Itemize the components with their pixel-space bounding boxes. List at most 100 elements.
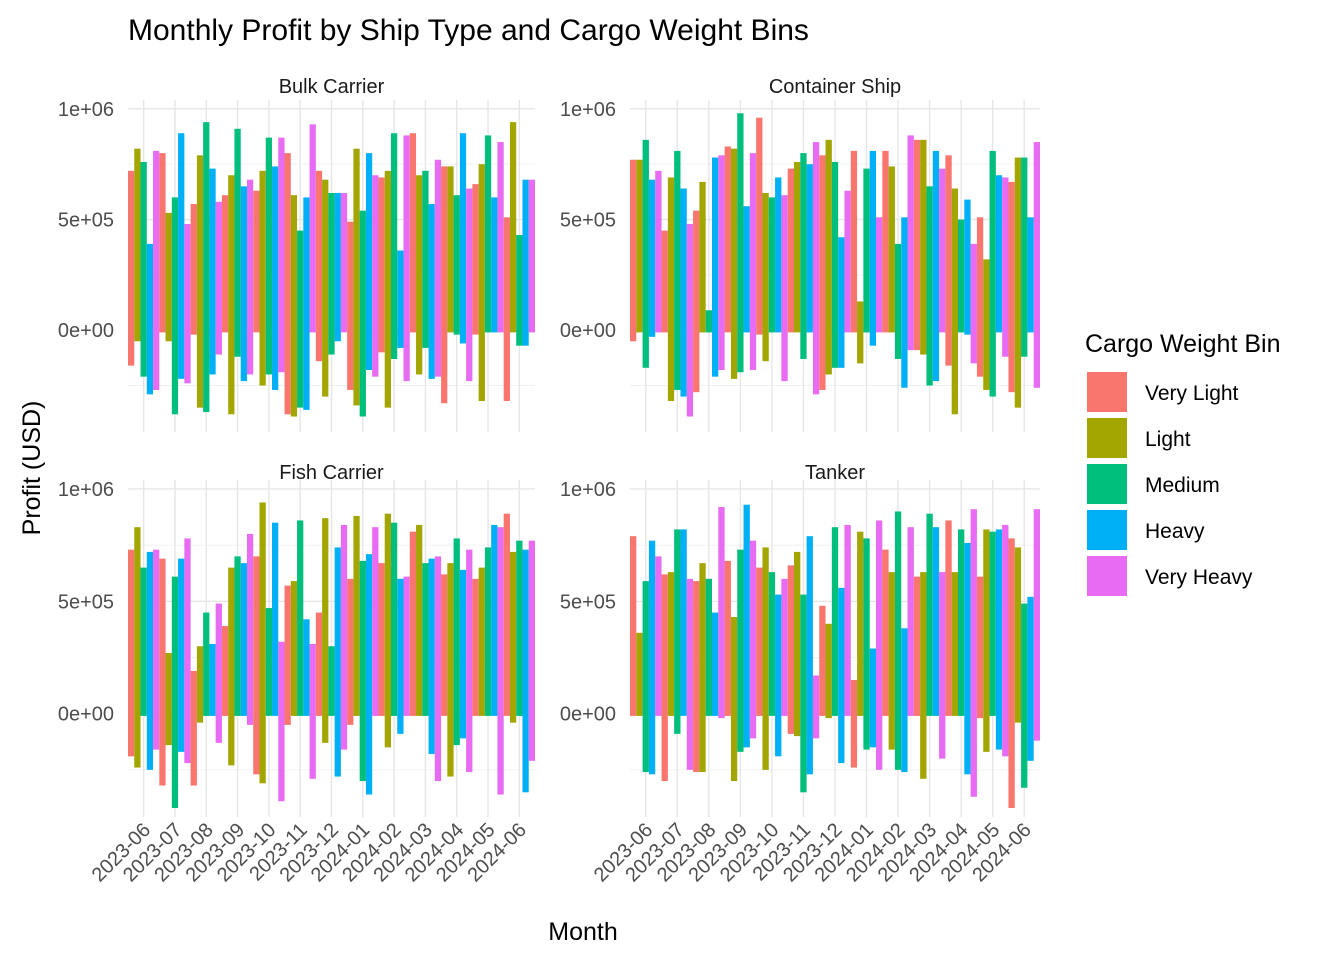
bar-heavy-2023-11 (806, 536, 813, 775)
bar-light-2023-09 (228, 567, 235, 766)
bar-very-light-2024-06 (1008, 538, 1015, 809)
bar-very-light-2024-05 (976, 217, 984, 377)
bar-very-light-2023-06 (128, 549, 135, 757)
bar-very-light-2023-10 (756, 117, 763, 335)
bar-very-light-2024-04 (945, 155, 952, 366)
bar-medium-2024-05 (484, 135, 492, 333)
bar-light-2024-02 (888, 166, 895, 333)
legend-key-light (1087, 418, 1127, 458)
bar-medium-2023-06 (642, 581, 649, 773)
bar-medium-2024-01 (863, 168, 870, 333)
bar-very-heavy-2023-10 (781, 195, 788, 382)
y-tick-label: 0e+00 (58, 320, 114, 342)
bar-medium-2023-10 (265, 608, 273, 716)
bar-light-2023-06 (134, 527, 141, 768)
bar-very-light-2024-01 (850, 679, 858, 768)
bar-heavy-2024-06 (1027, 596, 1034, 761)
bar-medium-2024-03 (926, 513, 933, 716)
bar-very-heavy-2023-09 (246, 533, 254, 725)
bar-light-2023-08 (699, 181, 706, 333)
bar-medium-2023-09 (234, 128, 241, 357)
bar-heavy-2023-06 (648, 540, 656, 775)
bar-very-heavy-2023-07 (686, 578, 694, 770)
y-tick-label: 1e+06 (560, 479, 616, 501)
bar-medium-2024-05 (989, 531, 996, 716)
bar-heavy-2024-05 (491, 197, 498, 333)
bar-heavy-2023-08 (209, 644, 216, 716)
bar-very-heavy-2024-02 (907, 527, 914, 716)
bar-heavy-2024-06 (522, 549, 529, 793)
bar-very-heavy-2024-06 (528, 179, 535, 333)
bar-very-light-2024-04 (945, 520, 952, 716)
bar-medium-2024-04 (958, 219, 965, 333)
y-tick-label: 1e+06 (58, 479, 114, 501)
bar-heavy-2023-07 (178, 133, 185, 379)
bar-light-2023-11 (290, 195, 298, 417)
bar-very-heavy-2024-05 (497, 527, 504, 795)
bar-heavy-2023-11 (303, 619, 310, 716)
bar-light-2024-06 (1014, 157, 1022, 408)
facet-panels: 0e+00 5e+05 1e+06 Bulk Carrier 0e+00 5e+05 1e+… (58, 76, 1040, 886)
bar-very-light-2023-12 (315, 170, 323, 362)
bar-medium-2023-08 (705, 310, 712, 333)
bar-very-light-2023-08 (190, 204, 197, 335)
bar-medium-2023-06 (140, 161, 147, 377)
bar-medium-2023-07 (171, 197, 179, 415)
bar-very-light-2023-12 (315, 612, 323, 716)
bar-heavy-2023-10 (775, 177, 782, 333)
bar-light-2024-04 (951, 572, 958, 716)
bar-heavy-2023-12 (334, 192, 341, 342)
bar-heavy-2024-01 (365, 554, 373, 795)
bar-very-heavy-2023-11 (309, 124, 316, 333)
x-axis-label: Month (548, 918, 617, 946)
bar-heavy-2024-04 (459, 569, 467, 739)
bar-medium-2023-12 (328, 646, 335, 716)
bar-very-heavy-2023-11 (812, 142, 820, 395)
bar-light-2023-10 (762, 192, 769, 362)
bar-very-heavy-2024-01 (876, 217, 883, 333)
bar-very-light-2023-09 (221, 626, 229, 716)
bar-very-light-2023-07 (661, 230, 668, 333)
bar-very-light-2024-02 (882, 150, 889, 333)
bar-heavy-2024-05 (995, 175, 1003, 333)
bar-very-light-2024-02 (882, 549, 889, 716)
bar-very-heavy-2024-01 (876, 520, 883, 770)
bar-very-heavy-2023-10 (278, 137, 285, 373)
legend-key-medium (1087, 464, 1127, 504)
bar-light-2023-09 (730, 148, 738, 379)
bar-very-light-2023-11 (787, 565, 794, 734)
bar-medium-2024-02 (390, 522, 398, 716)
bar-medium-2023-07 (171, 576, 179, 809)
bar-medium-2023-06 (642, 139, 649, 368)
bar-very-heavy-2023-07 (686, 223, 694, 417)
bar-light-2023-10 (259, 170, 266, 386)
bar-heavy-2024-04 (964, 542, 971, 775)
bar-heavy-2023-06 (146, 243, 154, 395)
bar-very-heavy-2023-08 (215, 201, 222, 355)
bar-very-light-2024-02 (378, 563, 385, 716)
bar-light-2024-05 (478, 567, 485, 716)
bar-very-heavy-2023-09 (246, 179, 254, 375)
bar-heavy-2024-05 (491, 524, 498, 716)
bar-heavy-2023-11 (303, 197, 310, 410)
bar-very-light-2023-08 (693, 210, 700, 393)
bar-very-heavy-2023-12 (844, 524, 851, 716)
bar-very-heavy-2024-06 (528, 540, 535, 761)
bar-very-light-2023-08 (693, 581, 700, 773)
facet-panel-bulk-carrier: 0e+00 5e+05 1e+06 Bulk Carrier (58, 76, 535, 432)
bar-medium-2023-08 (203, 612, 210, 716)
bar-very-light-2023-11 (284, 585, 291, 725)
y-axis-label: Profit (USD) (18, 401, 46, 536)
bar-heavy-2024-03 (932, 150, 940, 382)
bar-very-heavy-2023-09 (749, 540, 757, 739)
bar-light-2024-06 (509, 122, 517, 333)
bar-very-light-2024-05 (472, 578, 479, 716)
bar-light-2024-03 (920, 139, 927, 355)
bar-heavy-2024-05 (995, 529, 1003, 750)
bar-light-2023-12 (322, 518, 329, 743)
bar-very-light-2023-06 (630, 159, 637, 342)
bar-very-light-2024-01 (347, 221, 354, 390)
bar-very-light-2023-09 (724, 560, 731, 716)
bar-medium-2024-01 (359, 560, 366, 782)
